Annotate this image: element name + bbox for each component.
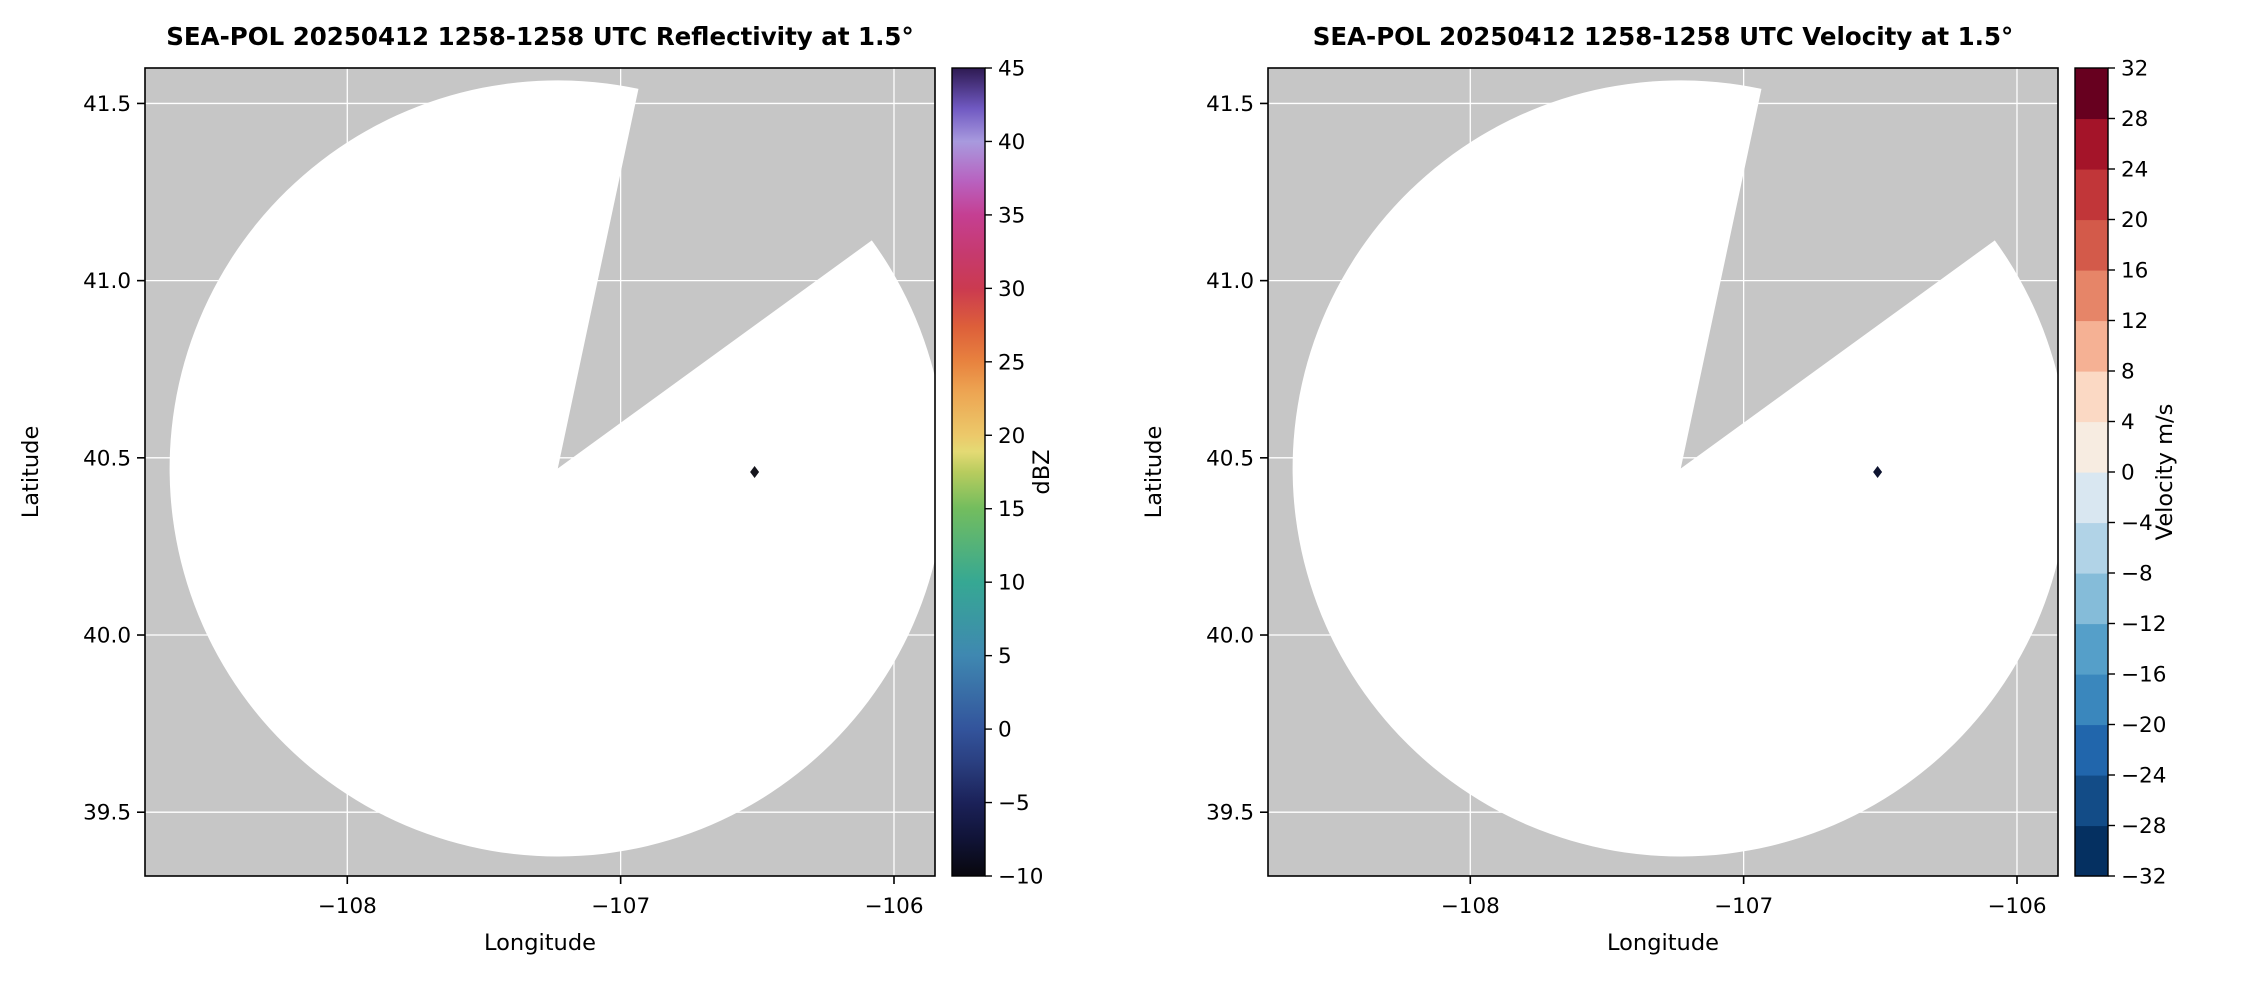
echo-marker [1873,466,1883,478]
colorbar-tick-label: 15 [998,497,1025,522]
colorbar-segment [2075,724,2108,776]
radar-scan-area [1292,80,2058,857]
colorbar-tick-label: 12 [2121,309,2148,334]
colorbar-tick-label: −8 [2121,562,2153,587]
plot-title: SEA-POL 20250412 1258-1258 UTC Reflectiv… [166,22,913,51]
radar-scan-area [169,80,935,857]
colorbar-segment [2075,573,2108,625]
panel-velocity: −108 −107 −106 39.5 40.0 40.5 41.0 41.5 SEA-POL … [1141,22,2178,956]
y-axis-label: Latitude [1141,426,1167,519]
x-tick-label: −106 [864,894,923,919]
echo-marker [750,466,760,478]
colorbar-tick-label: −16 [2121,663,2166,688]
colorbar-tick-label: −24 [2121,764,2166,789]
colorbar-tick-label: 4 [2121,410,2135,435]
colorbar-tick-label: 0 [998,718,1012,743]
x-tick-label: −106 [1987,894,2046,919]
colorbar-segment [2075,68,2108,120]
colorbar-tick-label: 24 [2121,158,2148,183]
colorbar-label: dBZ [1029,449,1055,494]
colorbar-tick-label: 0 [2121,461,2135,486]
x-axis-label: Longitude [1607,930,1719,956]
y-tick-label: 39.5 [1206,801,1254,826]
gridlines [145,68,935,876]
y-axis-label: Latitude [18,426,44,519]
colorbar-segment [2075,623,2108,675]
colorbar-segment [2075,371,2108,423]
gridlines [1268,68,2058,876]
y-tick-label: 41.0 [1206,269,1254,294]
colorbar-segment [2075,674,2108,726]
colorbar-tick-label: −28 [2121,814,2166,839]
panel-reflectivity: −108 −107 −106 39.5 40.0 40.5 41.0 41.5 SEA-POL … [18,22,1055,956]
y-tick-label: 40.0 [1206,624,1254,649]
y-tick-label: 40.0 [83,624,131,649]
y-tick-label: 41.5 [83,92,131,117]
colorbar-tick-label: 8 [2121,360,2135,385]
colorbar-tick-label: −5 [998,791,1030,816]
colorbar-tick-label: 16 [2121,259,2148,284]
colorbar-segment [2075,472,2108,524]
colorbar-segment [2075,118,2108,170]
colorbar-tick-label: 30 [998,277,1025,302]
colorbar-segment [2075,320,2108,372]
plot-frame [1267,67,2059,877]
colorbar-segment [2075,775,2108,827]
colorbar-segment [2075,219,2108,271]
y-tick-label: 40.5 [1206,446,1254,471]
colorbar-segment [2075,169,2108,221]
y-tick-label: 39.5 [83,801,131,826]
colorbar-tick-label: 32 [2121,57,2148,82]
y-tick-label: 40.5 [83,446,131,471]
colorbar-tick-label: 10 [998,571,1025,596]
plot-title: SEA-POL 20250412 1258-1258 UTC Velocity … [1313,22,2014,51]
colorbar-tick-label: −10 [998,865,1043,890]
colorbar [952,68,985,876]
x-tick-label: −107 [1714,894,1773,919]
colorbar-segment [2075,270,2108,322]
colorbar-tick-label: 20 [998,424,1025,449]
colorbar-tick-label: 25 [998,350,1025,375]
colorbar-tick-label: 20 [2121,208,2148,233]
colorbar-tick-label: −12 [2121,612,2166,637]
plot-frame [144,67,936,877]
colorbar-segment [2075,522,2108,574]
colorbar-tick-label: −20 [2121,713,2166,738]
colorbar-tick-label: −4 [2121,511,2153,536]
colorbar-tick-label: 5 [998,644,1012,669]
colorbar-tick-label: 35 [998,203,1025,228]
x-tick-label: −108 [1441,894,1500,919]
colorbar-tick-label: 28 [2121,107,2148,132]
colorbar-segment [2075,421,2108,473]
y-tick-label: 41.5 [1206,92,1254,117]
x-axis-label: Longitude [484,930,596,956]
x-tick-label: −108 [318,894,377,919]
x-tick-label: −107 [591,894,650,919]
colorbar-tick-label: −32 [2121,865,2166,890]
colorbar-segment [2075,825,2108,877]
colorbar-label: Velocity m/s [2152,404,2178,541]
colorbar-frame [951,67,986,877]
y-tick-label: 41.0 [83,269,131,294]
colorbar-tick-label: 40 [998,130,1025,155]
colorbar-tick-label: 45 [998,57,1025,82]
